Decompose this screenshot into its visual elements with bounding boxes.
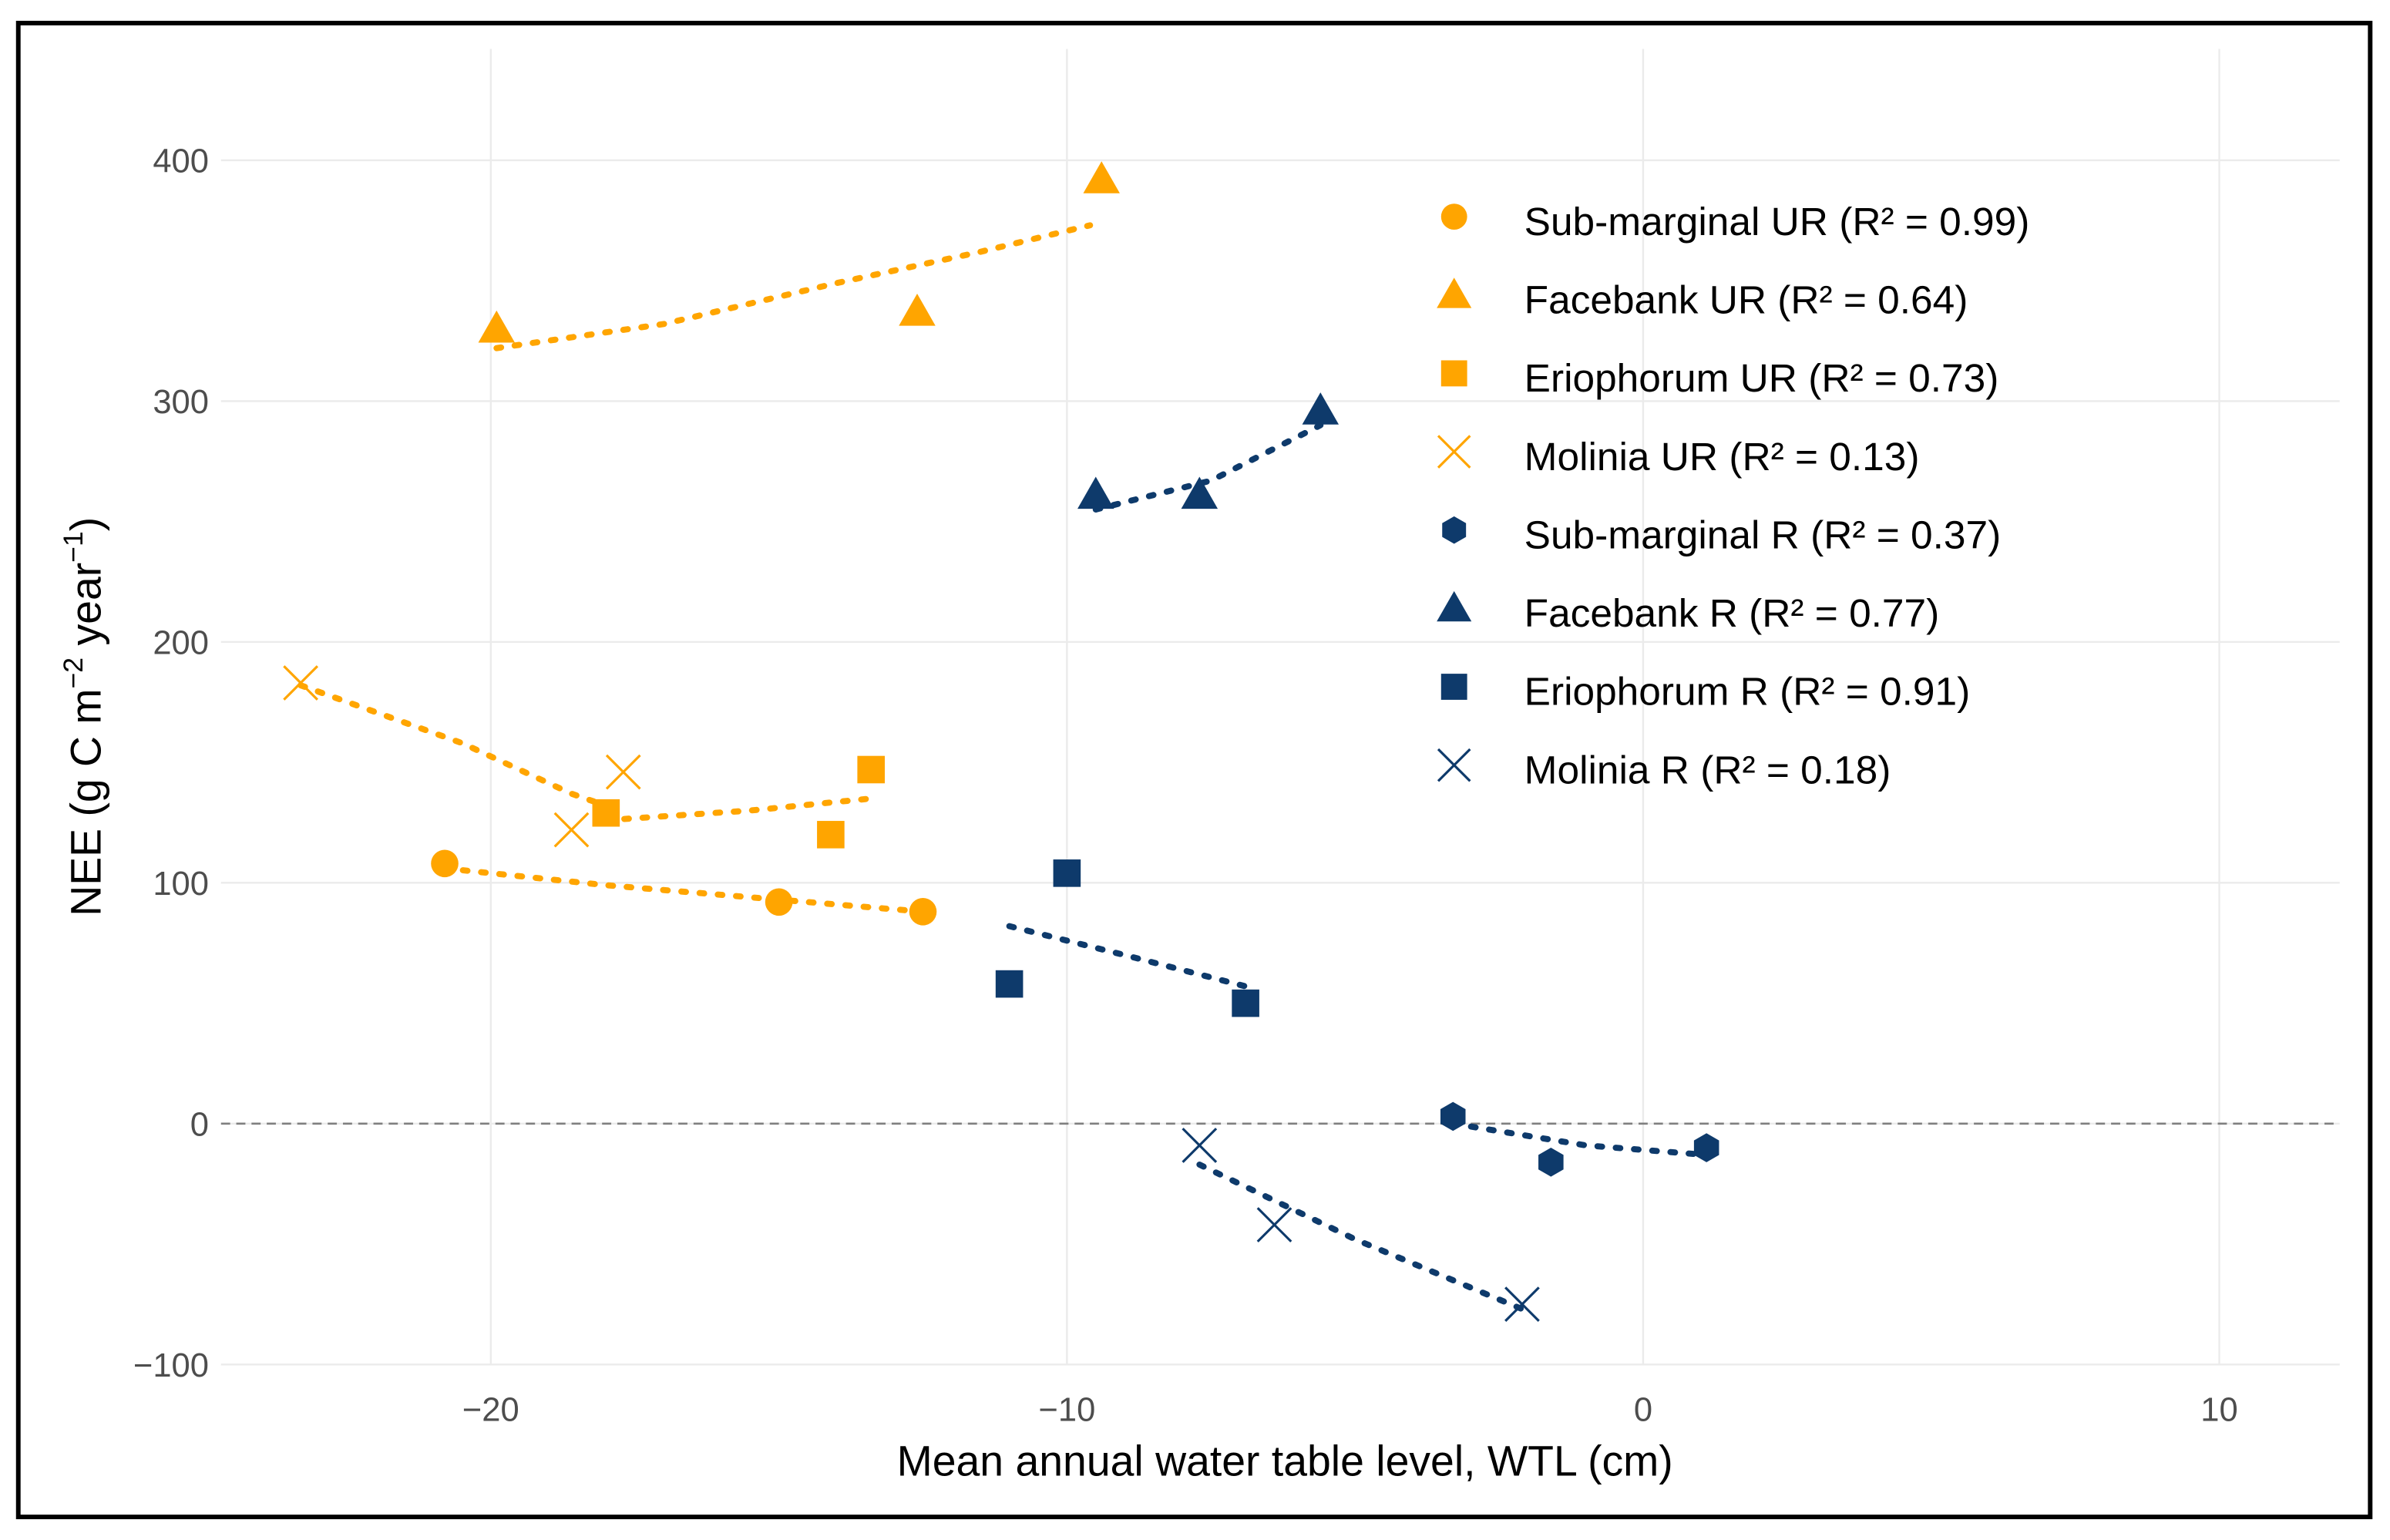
legend-marker-sub-marginal-r [1442,516,1467,544]
data-point-molinia-ur [605,754,641,790]
x-tick-label: 10 [2200,1391,2237,1428]
legend-label-molinia-ur: Molinia UR (R² = 0.13) [1524,434,1920,479]
data-point-sub-marginal-r [1693,1133,1719,1162]
legend-marker-molinia-r [1437,748,1471,782]
x-tick-label: 0 [1634,1391,1652,1428]
trend-line-sub-marginal-ur [442,865,926,915]
x-marker-stroke [1182,1128,1218,1163]
data-point-facebank-ur [1083,161,1120,193]
data-point-sub-marginal-r [1538,1148,1564,1177]
x-marker-stroke [605,754,641,790]
y-axis-title: NEE (g C m−2 year−1) [58,517,110,916]
trend-line-sub-marginal-r [1450,1120,1710,1158]
legend-label-eriophorum-r: Eriophorum R (R² = 0.91) [1524,669,1971,714]
data-point-facebank-r [1077,476,1114,509]
data-point-facebank-r [1181,476,1219,509]
x-marker-stroke [1256,1207,1292,1242]
data-point-molinia-r [1256,1207,1292,1242]
data-point-facebank-ur [899,294,936,326]
data-points [283,161,1719,1323]
legend-label-facebank-r: Facebank R (R² = 0.77) [1524,590,1940,635]
data-point-facebank-ur [478,310,516,343]
data-point-eriophorum-ur [817,821,845,849]
y-tick-label: 300 [153,384,209,421]
x-marker-stroke [1437,435,1471,469]
data-point-molinia-r [1504,1286,1540,1323]
x-tick-label: −10 [1038,1391,1095,1428]
y-tick-label: 400 [153,143,209,180]
data-point-sub-marginal-ur [909,898,937,926]
data-point-sub-marginal-ur [765,888,793,916]
legend-marker-sub-marginal-ur [1440,203,1467,230]
trend-line-facebank-ur [493,222,1094,351]
trend-line-molinia-ur [297,682,610,809]
data-point-eriophorum-r [1053,859,1081,887]
legend: Sub-marginal UR (R² = 0.99) Facebank UR (… [1437,199,2029,792]
x-marker-stroke [1437,748,1471,782]
data-point-molinia-ur [553,812,590,848]
data-point-sub-marginal-ur [431,849,459,878]
y-axis-ticks: −100 0 100 200 300 400 [133,143,209,1384]
legend-label-molinia-r: Molinia R (R² = 0.18) [1524,747,1891,792]
legend-label-facebank-ur: Facebank UR (R² = 0.64) [1524,277,1968,321]
x-marker-stroke [553,812,590,848]
data-point-molinia-r [1182,1128,1218,1163]
legend-label-eriophorum-ur: Eriophorum UR (R² = 0.73) [1524,355,1999,400]
data-point-sub-marginal-r [1440,1101,1466,1131]
data-point-eriophorum-r [1232,989,1259,1017]
trend-lines [297,222,1710,1313]
data-point-facebank-r [1302,392,1340,425]
data-point-eriophorum-ur [592,799,620,827]
x-axis-ticks: −20 −10 0 10 [462,1391,2238,1428]
x-tick-label: −20 [462,1391,519,1428]
y-tick-label: 0 [190,1107,209,1144]
x-axis-title: Mean annual water table level, WTL (cm) [897,1437,1673,1485]
legend-marker-facebank-ur [1437,277,1472,308]
legend-marker-facebank-r [1437,590,1472,622]
legend-marker-eriophorum-r [1440,674,1467,700]
legend-marker-eriophorum-ur [1440,360,1467,387]
y-tick-label: 100 [153,866,209,903]
x-marker-stroke [1504,1286,1540,1323]
trend-line-eriophorum-ur [603,795,875,824]
data-point-eriophorum-r [995,970,1024,998]
data-point-eriophorum-ur [857,755,886,784]
y-tick-label: 200 [153,625,209,662]
figure-border [15,20,2373,1520]
y-tick-label: −100 [133,1347,209,1384]
legend-marker-molinia-ur [1437,435,1471,469]
trend-line-facebank-r [1092,422,1324,513]
trend-line-molinia-r [1196,1161,1525,1313]
legend-label-sub-marginal-ur: Sub-marginal UR (R² = 0.99) [1524,199,2030,244]
data-point-molinia-ur [283,665,318,701]
trend-line-eriophorum-r [1006,923,1249,990]
x-marker-stroke [283,665,318,701]
legend-label-sub-marginal-r: Sub-marginal R (R² = 0.37) [1524,512,2002,556]
